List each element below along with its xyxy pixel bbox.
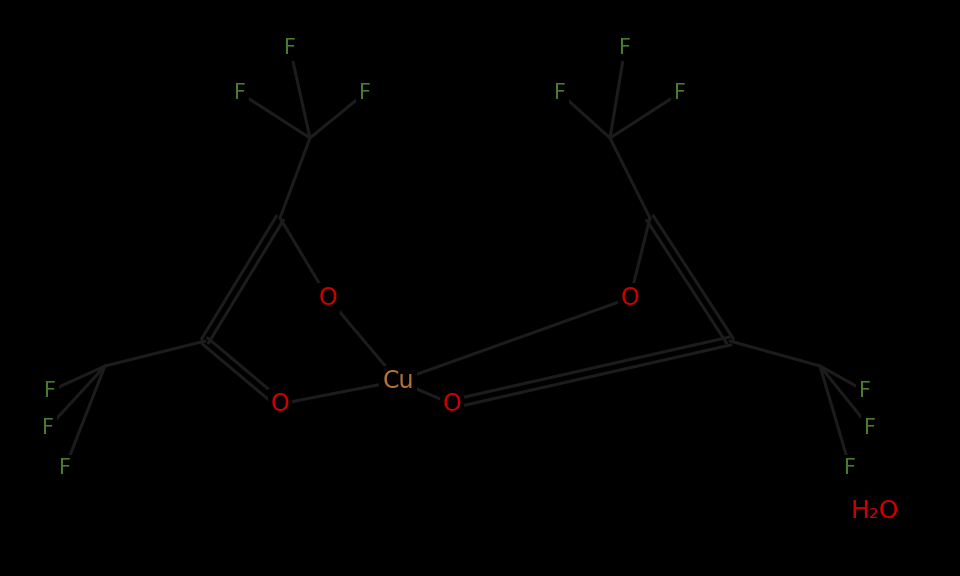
Text: F: F [44, 381, 56, 401]
Text: Cu: Cu [382, 369, 414, 393]
Text: F: F [59, 458, 71, 478]
Text: F: F [864, 418, 876, 438]
Text: F: F [554, 83, 566, 103]
Text: F: F [359, 83, 371, 103]
Text: F: F [234, 83, 246, 103]
Text: O: O [620, 286, 639, 310]
Text: F: F [42, 418, 54, 438]
Text: O: O [271, 392, 289, 416]
Text: F: F [284, 38, 296, 58]
Text: H₂O: H₂O [851, 499, 900, 523]
Text: F: F [619, 38, 631, 58]
Text: F: F [844, 458, 856, 478]
Text: O: O [443, 392, 462, 416]
Text: F: F [859, 381, 871, 401]
Text: O: O [319, 286, 337, 310]
Text: F: F [674, 83, 686, 103]
